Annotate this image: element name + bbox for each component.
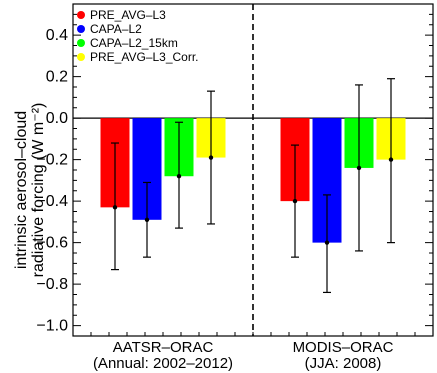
bars-layer	[100, 118, 406, 243]
legend-label-4: PRE_AVG–L3_Corr.	[90, 50, 199, 64]
mean-dot-1-4	[208, 155, 214, 160]
y-tick-label: −0.8	[36, 276, 68, 293]
mean-dot-2-3	[356, 165, 362, 171]
y-tick-label: 0.2	[46, 69, 68, 86]
legend-marker-3	[77, 39, 85, 47]
y-tick-label: 0.4	[46, 27, 68, 44]
error-bars-layer	[111, 78, 395, 294]
y-axis-label: intrinsic aerosol–cloud radiative forcin…	[13, 103, 47, 278]
mean-dot-2-4	[388, 157, 394, 162]
legend-marker-2	[77, 25, 85, 33]
group-label-2: MODIS–ORAC	[293, 339, 394, 356]
y-tick-label: 0.0	[46, 110, 68, 127]
y-tick-label: −0.4	[36, 193, 68, 210]
group-label-1: AATSR–ORAC	[113, 339, 214, 356]
y-tick-label: −1.0	[36, 318, 68, 335]
mean-dot-2-1	[292, 198, 298, 204]
y-axis-label-line-1: intrinsic aerosol–cloud	[13, 111, 30, 269]
mean-dot-2-2	[324, 240, 330, 245]
y-tick-label: −0.6	[36, 235, 68, 252]
group-sublabel-1: (Annual: 2002–2012)	[93, 355, 233, 372]
mean-dot-1-2	[144, 217, 150, 222]
y-tick-label: −0.2	[36, 152, 68, 169]
legend-label-1: PRE_AVG–L3	[90, 8, 166, 22]
mean-dot-1-3	[176, 174, 182, 179]
mean-dot-1-1	[112, 205, 118, 210]
legend-marker-4	[77, 53, 85, 61]
legend: PRE_AVG–L3CAPA–L2CAPA–L2_15kmPRE_AVG–L3_…	[77, 8, 199, 64]
legend-label-3: CAPA–L2_15km	[90, 36, 178, 50]
group-sublabel-2: (JJA: 2008)	[305, 355, 382, 372]
legend-label-2: CAPA–L2	[90, 22, 142, 36]
legend-marker-1	[77, 11, 85, 19]
axes-layer: 0.40.20.0−0.2−0.4−0.6−0.8−1.0AATSR–ORAC(…	[36, 3, 434, 372]
y-axis-label-line-2: radiative forcing (W m⁻²)	[30, 103, 47, 278]
